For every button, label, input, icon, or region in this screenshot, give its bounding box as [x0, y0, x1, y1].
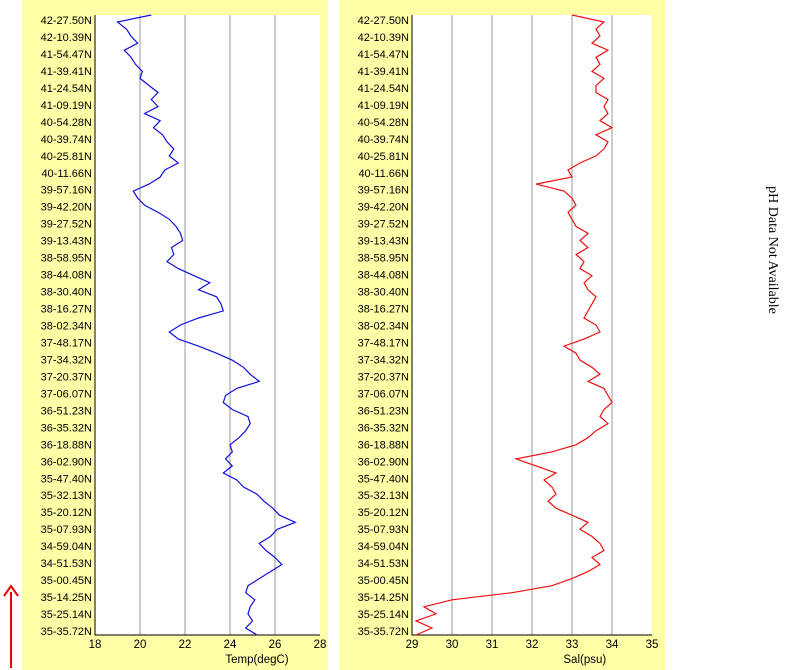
sal-latitude-label: 35-32.13N: [358, 490, 409, 502]
sal-latitude-label: 38-44.08N: [358, 270, 409, 282]
sal-latitude-label: 39-27.52N: [358, 219, 409, 231]
sal-axis-line: [411, 15, 652, 636]
sal-latitude-label: 41-54.47N: [358, 49, 409, 61]
sal-latitude-label: 37-06.07N: [358, 388, 409, 400]
temp-latitude-label: 35-32.13N: [41, 490, 92, 502]
temp-latitude-label: 35-07.93N: [41, 524, 92, 536]
up-arrow-icon: [3, 584, 19, 668]
sal-latitude-label: 41-09.19N: [358, 100, 409, 112]
sal-latitude-label: 35-47.40N: [358, 473, 409, 485]
sal-latitude-label: 39-57.16N: [358, 185, 409, 197]
sal-latitude-label: 37-34.32N: [358, 354, 409, 366]
temp-latitude-label: 36-51.23N: [41, 405, 92, 417]
sal-latitude-label: 40-11.66N: [358, 168, 409, 180]
temp-axis-line: [94, 15, 320, 636]
temp-axis-title: Temp(degC): [225, 654, 288, 666]
temp-latitude-label: 36-35.32N: [41, 422, 92, 434]
temp-latitude-label: 39-57.16N: [41, 185, 92, 197]
temp-latitude-label: 37-20.37N: [41, 371, 92, 383]
sal-latitude-label: 38-16.27N: [358, 304, 409, 316]
sal-x-tick-label: 32: [526, 639, 539, 651]
temp-latitude-label: 37-48.17N: [41, 337, 92, 349]
salinity-panel: 29 30 31 32 33 34 35 42-27.50N 42-10.39N 41-54.47…: [340, 0, 665, 670]
sal-x-tick-label: 33: [566, 639, 579, 651]
sal-latitude-label: 39-42.20N: [358, 202, 409, 214]
sal-latitude-label: 34-59.04N: [358, 541, 409, 553]
sal-latitude-label: 34-51.53N: [358, 558, 409, 570]
temp-latitude-label: 38-44.08N: [41, 270, 92, 282]
temp-x-tick-label: 24: [224, 639, 237, 651]
sal-latitude-label: 35-20.12N: [358, 507, 409, 519]
temp-latitude-label: 41-09.19N: [41, 100, 92, 112]
temp-latitude-label: 35-14.25N: [41, 592, 92, 604]
sal-latitude-label: 36-02.90N: [358, 456, 409, 468]
sal-latitude-label: 36-18.88N: [358, 439, 409, 451]
temp-x-tick-label: 26: [269, 639, 282, 651]
sal-latitude-label: 36-35.32N: [358, 422, 409, 434]
sal-latitude-label: 35-25.14N: [358, 609, 409, 621]
temp-latitude-label: 36-18.88N: [41, 439, 92, 451]
temp-latitude-label: 40-54.28N: [41, 117, 92, 129]
sal-latitude-label: 37-20.37N: [358, 371, 409, 383]
temp-latitude-label: 35-20.12N: [41, 507, 92, 519]
sal-latitude-label: 39-13.43N: [358, 236, 409, 248]
temp-latitude-label: 41-54.47N: [41, 49, 92, 61]
sal-x-tick-label: 31: [486, 639, 499, 651]
temp-latitude-label: 36-02.90N: [41, 456, 92, 468]
ph-unavailable-note: pH Data Not Available: [765, 186, 780, 314]
temp-latitude-label: 38-16.27N: [41, 304, 92, 316]
sal-latitude-label: 38-02.34N: [358, 321, 409, 333]
sal-latitude-label: 37-48.17N: [358, 337, 409, 349]
temp-latitude-label: 42-10.39N: [41, 32, 92, 44]
sal-latitude-label: 41-39.41N: [358, 66, 409, 78]
temp-latitude-label: 39-42.20N: [41, 202, 92, 214]
temp-latitude-label: 38-58.95N: [41, 253, 92, 265]
sal-latitude-label: 38-30.40N: [358, 287, 409, 299]
temperature-panel: 18 20 22 24 26 28 42-27.50N 42-10.39N 41-54.47N 4…: [22, 0, 328, 670]
temp-latitude-label: 41-24.54N: [41, 83, 92, 95]
temp-x-tick-label: 18: [89, 639, 102, 651]
sal-latitude-label: 42-10.39N: [358, 32, 409, 44]
sal-latitude-label: 35-00.45N: [358, 575, 409, 587]
sal-latitude-label: 35-35.72N: [358, 626, 409, 638]
sal-latitude-label: 35-14.25N: [358, 592, 409, 604]
sal-latitude-label: 40-25.81N: [358, 151, 409, 163]
sal-x-tick-label: 30: [446, 639, 459, 651]
sal-latitude-label: 35-07.93N: [358, 524, 409, 536]
sal-series-line: [414, 14, 614, 636]
temp-latitude-label: 35-35.72N: [41, 626, 92, 638]
temp-latitude-label: 37-06.07N: [41, 388, 92, 400]
temp-latitude-label: 35-47.40N: [41, 473, 92, 485]
temp-latitude-label: 42-27.50N: [41, 15, 92, 27]
temp-plot-area: [95, 15, 320, 635]
temp-latitude-label: 39-13.43N: [41, 236, 92, 248]
sal-latitude-label: 38-58.95N: [358, 253, 409, 265]
sal-latitude-label: 40-39.74N: [358, 134, 409, 146]
temp-latitude-label: 35-00.45N: [41, 575, 92, 587]
temp-latitude-label: 34-59.04N: [41, 541, 92, 553]
temp-series-line: [116, 14, 297, 636]
sal-latitude-label: 41-24.54N: [358, 83, 409, 95]
temp-x-tick-label: 22: [179, 639, 192, 651]
temp-latitude-label: 40-11.66N: [41, 168, 92, 180]
temp-latitude-label: 40-25.81N: [41, 151, 92, 163]
temp-latitude-label: 34-51.53N: [41, 558, 92, 570]
temp-x-tick-label: 28: [314, 639, 327, 651]
temp-latitude-label: 41-39.41N: [41, 66, 92, 78]
sal-axis-title: Sal(psu): [563, 654, 606, 666]
temp-latitude-label: 40-39.74N: [41, 134, 92, 146]
sal-x-tick-label: 29: [406, 639, 419, 651]
sal-x-tick-label: 35: [646, 639, 659, 651]
temp-latitude-label: 38-02.34N: [41, 321, 92, 333]
temp-latitude-label: 35-25.14N: [41, 609, 92, 621]
temp-latitude-label: 39-27.52N: [41, 219, 92, 231]
temp-latitude-label: 37-34.32N: [41, 354, 92, 366]
sal-latitude-label: 36-51.23N: [358, 405, 409, 417]
temp-x-tick-label: 20: [134, 639, 147, 651]
temp-latitude-label: 38-30.40N: [41, 287, 92, 299]
sal-latitude-label: 40-54.28N: [358, 117, 409, 129]
sal-x-tick-label: 34: [606, 639, 619, 651]
sal-latitude-label: 42-27.50N: [358, 15, 409, 27]
